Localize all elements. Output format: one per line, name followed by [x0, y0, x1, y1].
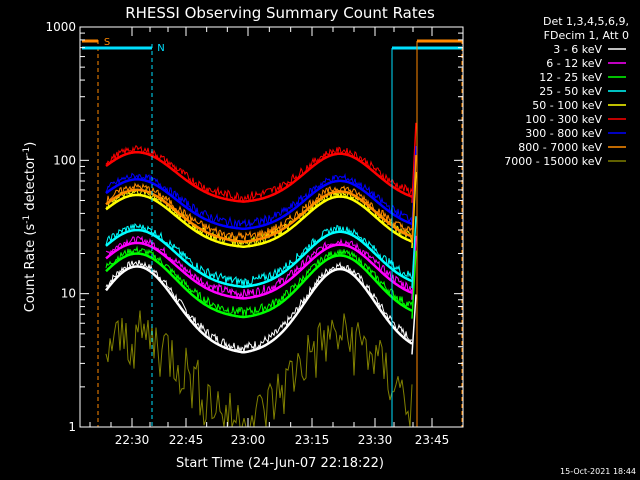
- legend-label: 6 - 12 keV: [546, 57, 602, 70]
- y-axis-label-exponent: -1: [22, 147, 32, 156]
- series-8: [105, 310, 413, 428]
- y-axis-label-exponent: -1: [22, 215, 32, 224]
- y-tick-label: 100: [53, 153, 76, 167]
- y-tick-label: 1: [68, 420, 76, 434]
- marker-label-n: N: [157, 43, 164, 54]
- series-rise: [411, 235, 417, 300]
- series-noise: [105, 182, 413, 243]
- y-tick-label: 10: [61, 287, 76, 301]
- series-rise: [411, 216, 417, 289]
- series-rise: [411, 294, 417, 355]
- series-2: [105, 245, 417, 319]
- legend-header-line: FDecim 1, Att 0: [544, 29, 629, 42]
- y-axis-label: Count Rate (s-1 detector-1): [22, 142, 38, 313]
- y-axis: 1 10 100 1000: [45, 20, 463, 434]
- plot-series-group: [105, 122, 417, 428]
- legend-label: 50 - 100 keV: [532, 99, 602, 112]
- legend-label: 100 - 300 keV: [525, 113, 602, 126]
- series-line: [105, 178, 413, 231]
- legend-label: 25 - 50 keV: [539, 85, 602, 98]
- x-tick-label: 22:30: [115, 433, 150, 447]
- plot-frame: [79, 26, 464, 428]
- x-axis: 22:30 22:45 23:00 23:15 23:30 23:45: [89, 27, 450, 447]
- series-0: [105, 259, 417, 355]
- legend: Det 1,3,4,5,6,9, FDecim 1, Att 0 3 - 6 k…: [504, 15, 629, 168]
- x-tick-label: 22:45: [169, 433, 204, 447]
- y-axis-label-part: detector: [23, 155, 38, 215]
- series-noise: [105, 222, 413, 287]
- legend-label: 3 - 6 keV: [553, 43, 602, 56]
- legend-label: 800 - 7000 keV: [518, 141, 602, 154]
- y-tick-label: 1000: [45, 20, 76, 34]
- series-line: [105, 150, 413, 203]
- x-tick-label: 23:30: [358, 433, 393, 447]
- series-rise: [411, 250, 417, 319]
- series-line: [105, 252, 413, 319]
- chart-title: RHESSI Observing Summary Count Rates: [125, 4, 435, 22]
- legend-label: 12 - 25 keV: [539, 71, 602, 84]
- series-noise: [105, 235, 413, 299]
- series-line: [105, 265, 413, 354]
- series-rise: [411, 122, 417, 203]
- y-axis-label-part: ): [23, 142, 38, 147]
- x-tick-label: 23:45: [415, 433, 450, 447]
- x-tick-label: 23:00: [231, 433, 266, 447]
- series-5: [105, 122, 417, 203]
- x-axis-label: Start Time (24-Jun-07 22:18:22): [176, 456, 384, 471]
- series-3: [105, 216, 417, 289]
- series-1: [105, 235, 417, 300]
- series-rise: [411, 154, 417, 244]
- series-line: [105, 310, 413, 428]
- plot-markers-group: SN: [82, 37, 463, 427]
- series-line: [105, 193, 413, 248]
- series-noise: [105, 172, 413, 229]
- series-7: [105, 154, 417, 244]
- legend-header-line: Det 1,3,4,5,6,9,: [543, 15, 629, 28]
- marker-label-s: S: [104, 37, 110, 48]
- series-noise: [105, 245, 413, 317]
- series-line: [105, 188, 413, 243]
- y-axis-label-part: Count Rate (s: [23, 224, 38, 313]
- legend-label: 300 - 800 keV: [525, 127, 602, 140]
- footer-date: 15-Oct-2021 18:44: [560, 467, 636, 476]
- legend-label: 7000 - 15000 keV: [504, 155, 602, 168]
- series-noise: [105, 144, 413, 203]
- series-noise: [105, 259, 413, 353]
- x-tick-label: 23:15: [295, 433, 330, 447]
